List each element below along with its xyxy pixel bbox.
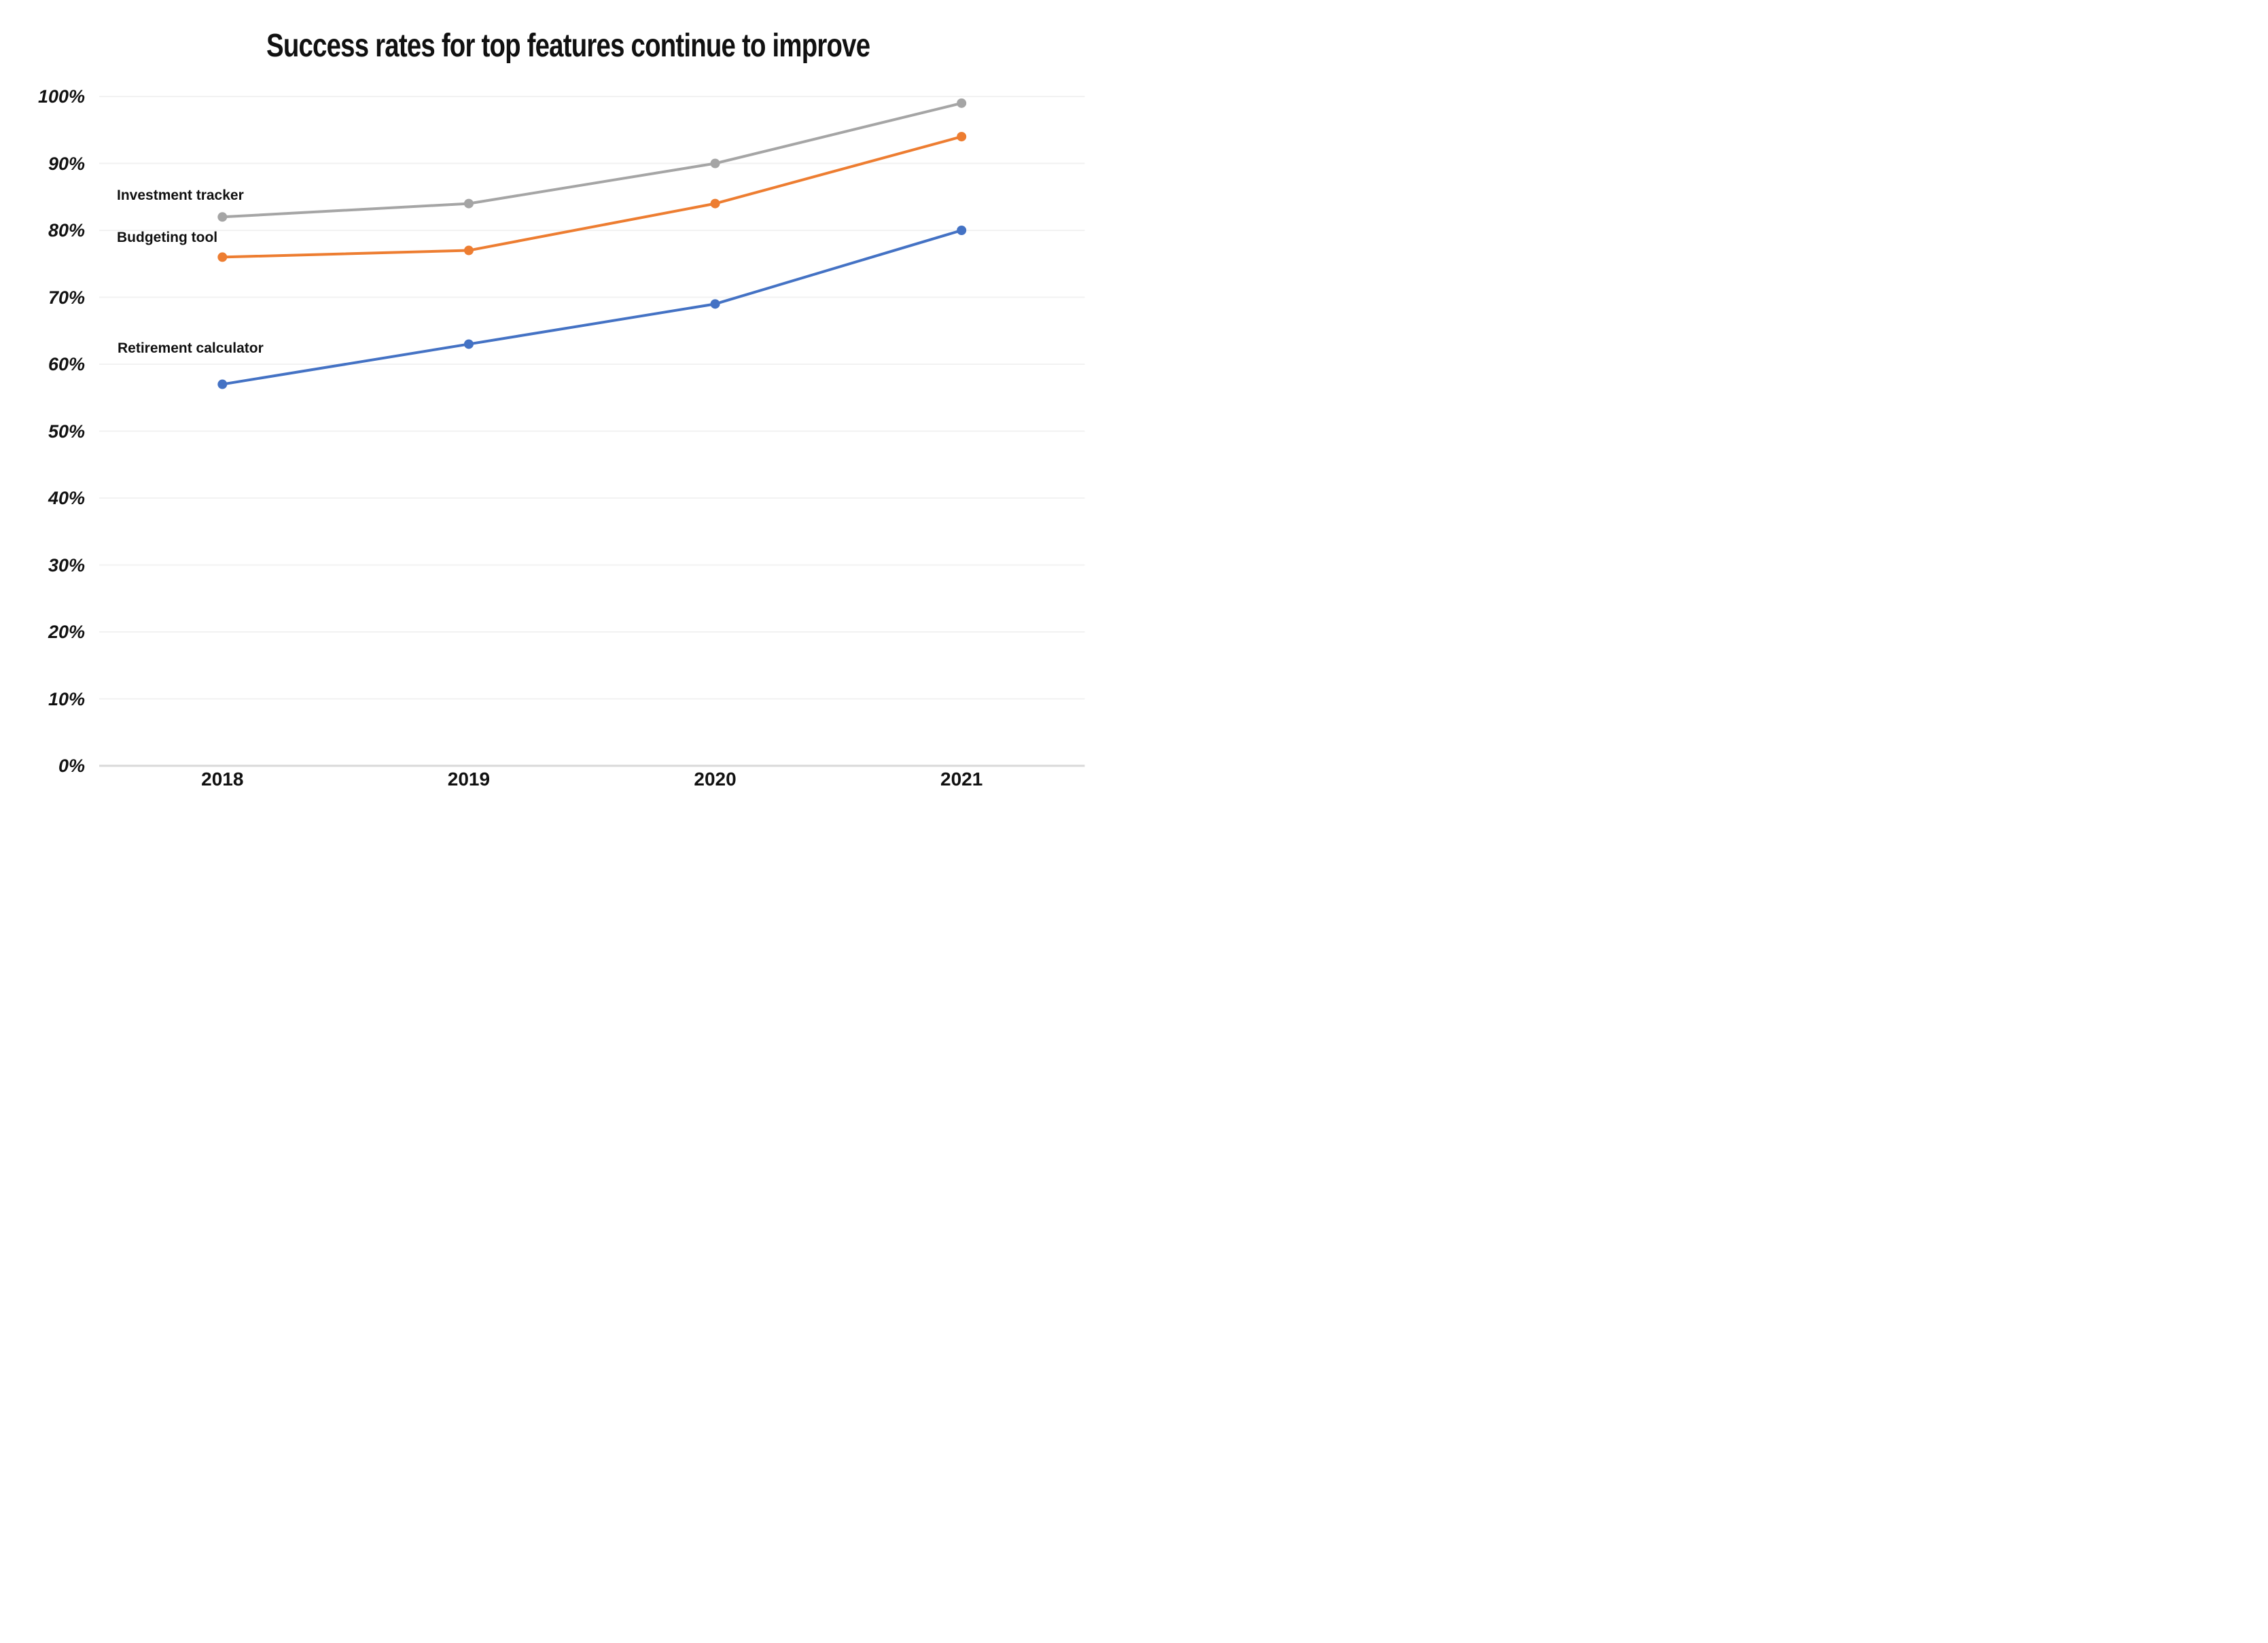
series-line-budgeting-tool: [221, 135, 963, 259]
y-tick-label-20%: 20%: [48, 622, 85, 642]
y-tick-label-30%: 30%: [48, 554, 85, 576]
data-point-budgeting-tool-2019: [463, 245, 474, 255]
data-point-budgeting-tool-2021: [957, 132, 967, 142]
series-label-budgeting-tool: Budgeting tool: [117, 230, 218, 245]
series-label-retirement-calculator: Retirement calculator: [118, 340, 264, 356]
chart-title: Success rates for top features continue …: [99, 27, 1037, 65]
y-tick-label-0%: 0%: [58, 756, 85, 776]
y-tick-label-40%: 40%: [48, 488, 85, 508]
y-tick-label-60%: 60%: [48, 354, 85, 374]
data-point-budgeting-tool-2018: [217, 252, 228, 262]
chart-title-text: Success rates for top features continue …: [266, 28, 870, 64]
data-point-budgeting-tool-2020: [710, 198, 720, 209]
y-tick-label-80%: 80%: [48, 220, 85, 241]
chart-slide: Success rates for top features continue …: [0, 0, 1134, 822]
y-tick-label-50%: 50%: [48, 421, 85, 442]
x-tick-label-2021: 2021: [940, 768, 983, 790]
data-point-investment-tracker-2019: [463, 198, 474, 209]
data-point-retirement-calculator-2018: [217, 379, 228, 389]
series-line-investment-tracker: [221, 101, 963, 219]
data-point-retirement-calculator-2020: [710, 299, 720, 309]
y-tick-label-90%: 90%: [48, 153, 85, 174]
line-chart-plot: [99, 96, 1085, 767]
x-tick-label-2020: 2020: [694, 768, 737, 790]
data-point-retirement-calculator-2021: [957, 226, 967, 235]
series-line-retirement-calculator: [221, 229, 963, 386]
y-tick-label-10%: 10%: [48, 688, 85, 709]
data-point-investment-tracker-2020: [710, 158, 720, 169]
x-tick-label-2019: 2019: [447, 768, 491, 790]
data-point-retirement-calculator-2019: [463, 339, 474, 349]
y-tick-label-100%: 100%: [37, 86, 85, 107]
data-point-investment-tracker-2018: [217, 212, 228, 222]
y-tick-label-70%: 70%: [48, 287, 85, 308]
data-point-investment-tracker-2021: [957, 98, 967, 108]
x-tick-label-2018: 2018: [201, 768, 244, 790]
series-label-investment-tracker: Investment tracker: [117, 188, 244, 203]
